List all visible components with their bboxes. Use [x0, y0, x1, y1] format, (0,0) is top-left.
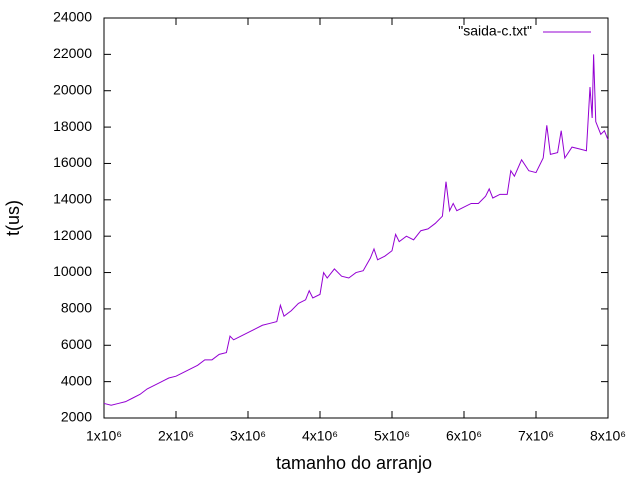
y-tick-label: 6000 [61, 336, 92, 352]
y-tick-label: 10000 [53, 263, 92, 279]
y-tick-label: 14000 [53, 191, 92, 207]
x-tick-label: 8x10⁶ [590, 428, 626, 444]
x-tick-label: 2x10⁶ [158, 428, 194, 444]
y-tick-label: 20000 [53, 81, 92, 97]
y-tick-label: 12000 [53, 227, 92, 243]
x-tick-label: 7x10⁶ [518, 428, 554, 444]
y-axis-label: t(us) [3, 200, 23, 236]
x-tick-label: 3x10⁶ [230, 428, 266, 444]
x-tick-label: 1x10⁶ [86, 428, 122, 444]
y-tick-label: 18000 [53, 118, 92, 134]
x-tick-label: 6x10⁶ [446, 428, 482, 444]
legend-label: "saida-c.txt" [458, 23, 532, 39]
x-tick-label: 5x10⁶ [374, 428, 410, 444]
y-tick-label: 16000 [53, 154, 92, 170]
y-tick-label: 22000 [53, 45, 92, 61]
x-tick-label: 4x10⁶ [302, 428, 338, 444]
x-axis-label: tamanho do arranjo [276, 453, 432, 473]
data-line [103, 54, 609, 406]
plot-border [103, 17, 609, 419]
y-tick-label: 4000 [61, 372, 92, 388]
y-tick-label: 24000 [53, 9, 92, 25]
y-tick-label: 2000 [61, 409, 92, 425]
y-tick-label: 8000 [61, 300, 92, 316]
